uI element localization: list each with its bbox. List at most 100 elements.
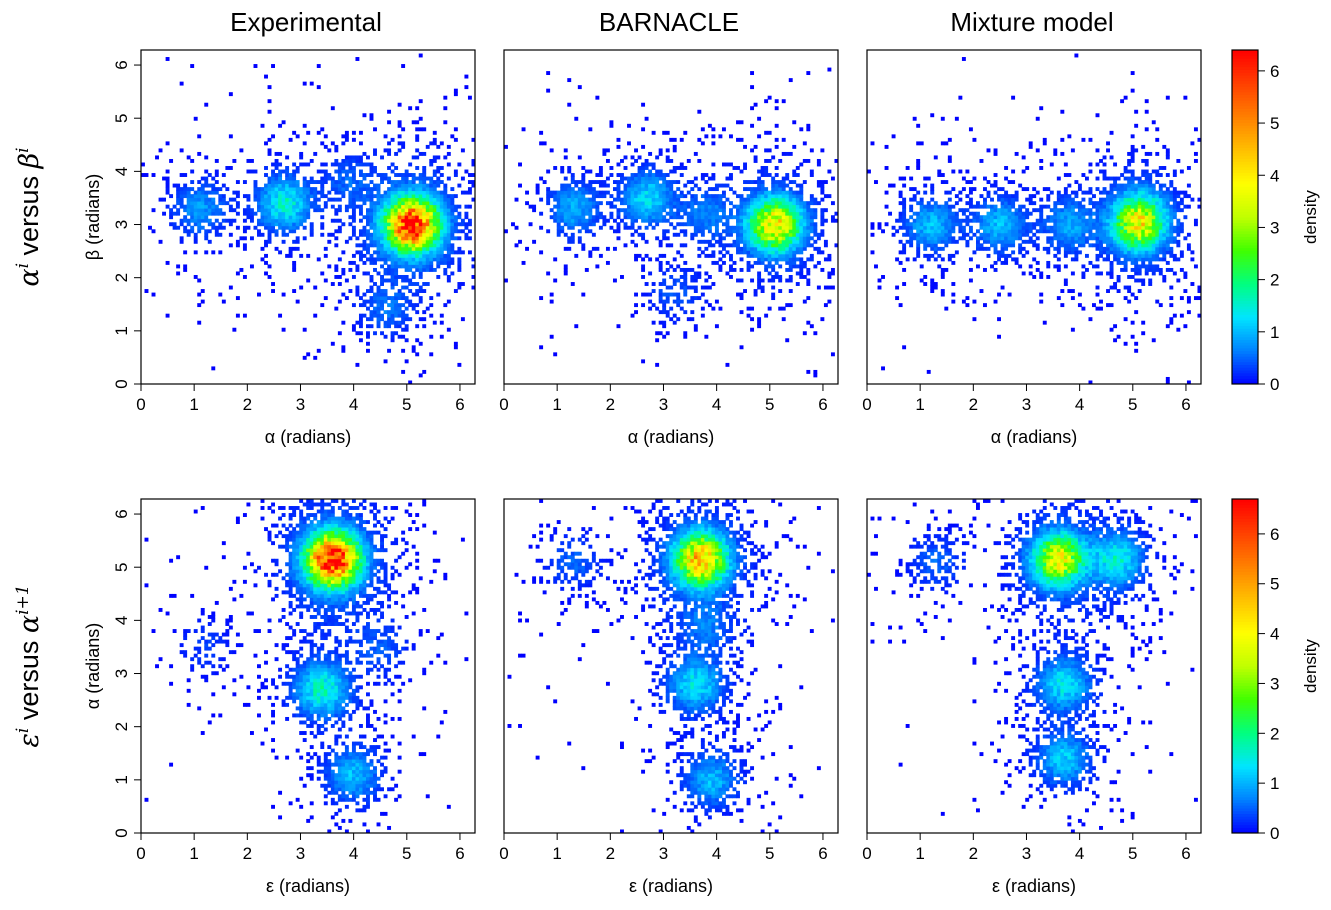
density-cell	[771, 222, 776, 227]
density-cell	[672, 148, 677, 153]
density-cell	[806, 232, 811, 237]
density-cell	[408, 278, 413, 283]
density-cell	[1134, 260, 1139, 265]
density-cell	[930, 253, 935, 258]
density-cell	[204, 190, 209, 195]
density-cell	[278, 169, 283, 174]
density-cell	[373, 310, 377, 315]
density-cell	[993, 204, 998, 209]
density-cell	[432, 155, 437, 160]
density-cell	[446, 243, 451, 248]
density-cell	[986, 253, 991, 258]
density-cell	[1007, 236, 1012, 241]
density-cell	[535, 183, 540, 188]
density-cell	[1032, 194, 1037, 199]
density-cell	[376, 289, 381, 293]
density-cell	[767, 173, 772, 177]
density-cell	[816, 162, 821, 167]
density-cell	[225, 218, 230, 223]
density-cell	[242, 246, 247, 251]
density-cell	[323, 162, 328, 167]
density-cell	[179, 187, 184, 192]
density-cell	[415, 134, 420, 139]
density-cell	[271, 218, 275, 223]
density-cell	[446, 215, 451, 220]
density-cell	[1120, 197, 1125, 202]
density-cell	[746, 197, 751, 202]
density-cell	[387, 243, 392, 248]
density-cell	[774, 166, 779, 170]
density-cell	[1095, 292, 1100, 297]
density-cell	[1106, 218, 1110, 223]
density-cell	[1028, 236, 1033, 241]
density-cell	[369, 225, 374, 230]
density-cell	[190, 187, 195, 192]
density-cell	[1070, 246, 1075, 251]
density-cell	[1039, 208, 1044, 213]
density-cell	[411, 183, 416, 188]
density-cell	[1127, 285, 1132, 290]
density-cell	[930, 236, 935, 241]
density-cell	[267, 232, 272, 237]
density-cell	[1095, 222, 1100, 227]
density-cell	[334, 306, 339, 311]
density-cell	[1018, 243, 1023, 248]
density-cell	[355, 197, 360, 202]
density-cell	[422, 317, 427, 322]
density-cell	[401, 246, 406, 251]
density-cell	[658, 151, 663, 156]
density-cell	[1084, 236, 1089, 241]
density-cell	[584, 183, 589, 188]
density-cell	[781, 317, 786, 322]
density-cell	[390, 285, 395, 290]
density-cell	[253, 190, 258, 195]
density-cell	[432, 201, 437, 206]
density-cell	[997, 317, 1001, 322]
density-cell	[750, 180, 755, 184]
density-cell	[204, 232, 209, 237]
density-cell	[802, 201, 807, 206]
density-cell	[457, 362, 462, 367]
density-cell	[1053, 218, 1058, 223]
density-cell	[711, 211, 716, 216]
density-cell	[380, 331, 384, 336]
density-cell	[767, 236, 772, 241]
density-cell	[940, 222, 945, 227]
density-cell	[930, 204, 935, 209]
density-cell	[348, 158, 353, 163]
density-cell	[1046, 204, 1051, 209]
density-cell	[278, 123, 283, 128]
density-cell	[972, 250, 977, 255]
density-cell	[767, 204, 772, 209]
density-cell	[401, 313, 406, 318]
density-cell	[1099, 246, 1103, 251]
density-cell	[358, 180, 363, 184]
density-cell	[344, 158, 349, 163]
density-cell	[725, 225, 730, 230]
density-cell	[683, 331, 688, 336]
density-cell	[450, 197, 455, 202]
density-cell	[767, 250, 772, 255]
density-cell	[334, 243, 339, 248]
density-cell	[930, 243, 935, 248]
density-cell	[341, 320, 346, 325]
density-cell	[264, 190, 268, 195]
density-cell	[376, 239, 381, 244]
density-cell	[285, 166, 290, 170]
density-cell	[983, 303, 987, 308]
density-cell	[278, 176, 283, 181]
density-cell	[760, 253, 765, 258]
density-cell	[306, 194, 311, 199]
density-cell	[1134, 215, 1139, 220]
density-cell	[436, 246, 441, 251]
density-cell	[672, 278, 677, 283]
density-cell	[902, 222, 907, 227]
density-cell	[1099, 225, 1103, 230]
density-cell	[736, 194, 740, 199]
density-cell	[567, 102, 572, 107]
density-cell	[570, 225, 575, 230]
density-cell	[1095, 201, 1100, 206]
density-cell	[390, 320, 395, 325]
density-cell	[1113, 201, 1118, 206]
density-cell	[1134, 190, 1139, 195]
